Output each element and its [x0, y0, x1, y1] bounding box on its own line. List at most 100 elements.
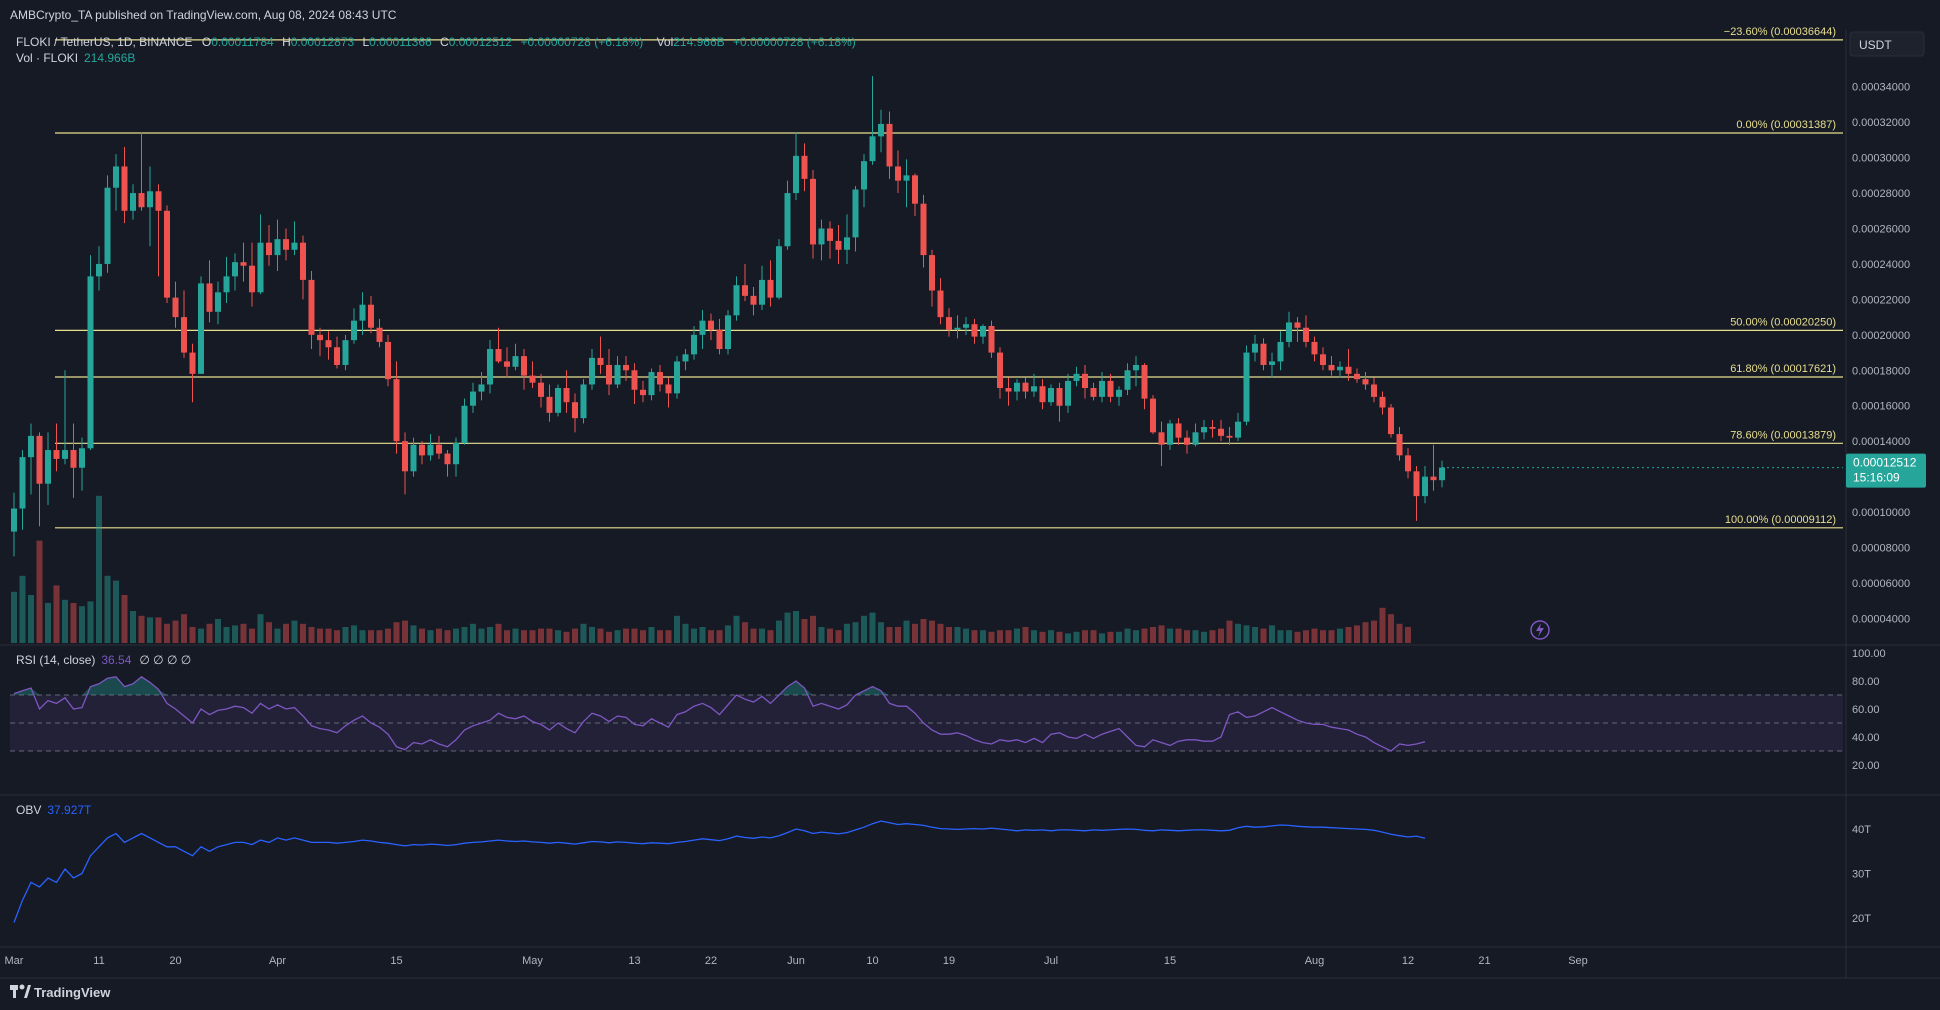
- candle-body: [1090, 388, 1097, 397]
- candle-body: [759, 279, 765, 305]
- time-tick-label: Mar: [5, 955, 24, 967]
- candle-body: [1039, 386, 1046, 403]
- volume-bar: [1039, 631, 1046, 643]
- volume-bar: [487, 627, 493, 643]
- volume-bar: [470, 623, 476, 643]
- candle-body: [733, 285, 740, 316]
- volume-bar: [810, 615, 816, 643]
- currency-box[interactable]: [1849, 31, 1925, 57]
- volume-bar: [861, 615, 867, 643]
- time-tick-label: 20: [169, 955, 181, 967]
- price-tick-label: 0.00024000: [1852, 259, 1910, 271]
- volume-bar: [1235, 623, 1241, 643]
- volume-bar: [937, 623, 944, 643]
- candle-body: [402, 441, 408, 472]
- volume-bar: [1065, 633, 1071, 643]
- volume-bar: [674, 615, 680, 643]
- volume-bar: [164, 623, 170, 643]
- rsi-overbought-fill: [14, 676, 1425, 695]
- candle-body: [640, 389, 646, 396]
- candle-body: [376, 327, 383, 342]
- volume-bar: [478, 628, 485, 643]
- candle-body: [189, 352, 196, 374]
- candle-body: [810, 178, 816, 245]
- candle-body: [895, 166, 901, 181]
- volume-bar: [342, 627, 349, 643]
- volume-bar: [1303, 630, 1309, 643]
- candle-body: [1405, 455, 1411, 472]
- volume-bar: [886, 627, 893, 643]
- candle-body: [1218, 428, 1224, 436]
- price-tick-label: 0.00034000: [1852, 82, 1910, 94]
- candle-body: [240, 262, 247, 266]
- candle-body: [87, 276, 94, 449]
- volume-bar: [1167, 628, 1173, 643]
- candle-body: [1107, 380, 1114, 397]
- candle-body: [886, 123, 893, 167]
- volume-bar: [733, 615, 740, 643]
- volume-bar: [19, 575, 26, 643]
- rsi-tick-label: 100.00: [1852, 648, 1886, 660]
- volume-bar: [1150, 627, 1156, 643]
- volume-bar: [223, 627, 230, 643]
- volume-bar: [1209, 630, 1216, 643]
- volume-bar: [402, 620, 408, 643]
- candle-body: [648, 372, 655, 396]
- candle-body: [538, 382, 544, 397]
- price-tick-label: 0.00010000: [1852, 507, 1910, 519]
- rsi-series: [10, 675, 1843, 752]
- volume-bar: [1014, 628, 1020, 643]
- candle-body: [274, 239, 281, 256]
- volume-bar: [198, 628, 204, 643]
- candle-body: [844, 237, 850, 250]
- candle-body: [963, 324, 969, 328]
- candle-body: [283, 239, 289, 250]
- candle-body: [1226, 435, 1233, 438]
- candle-body: [555, 388, 561, 413]
- volume-bar: [291, 620, 298, 643]
- volume-bar: [28, 595, 34, 643]
- candle-body: [138, 193, 145, 208]
- volume-bar: [155, 617, 162, 643]
- time-tick-label: Jul: [1044, 955, 1058, 967]
- candle-body: [521, 356, 527, 376]
- volume-bar: [79, 606, 85, 643]
- time-tick-label: May: [522, 955, 543, 967]
- candle-body: [1116, 389, 1122, 397]
- volume-bar: [1133, 630, 1139, 643]
- volume-bar: [1388, 614, 1394, 643]
- volume-bar: [682, 623, 689, 643]
- volume-bar: [1158, 625, 1165, 643]
- price-tick-label: 0.00018000: [1852, 365, 1910, 377]
- candle-body: [198, 283, 204, 374]
- volume-bar: [920, 619, 927, 643]
- volume-bar: [1218, 628, 1224, 643]
- volume-bar: [444, 630, 451, 643]
- volume-bar: [912, 623, 918, 643]
- candle-body: [461, 405, 468, 443]
- lightning-icon[interactable]: [1530, 620, 1550, 640]
- volume-bar: [453, 628, 459, 643]
- candle-body: [665, 384, 672, 394]
- volume-bar: [963, 628, 969, 643]
- volume-bar: [750, 628, 757, 643]
- volume-bar: [1107, 631, 1114, 643]
- volume-bar: [767, 630, 774, 643]
- volume-bar: [980, 630, 986, 643]
- candle-body: [954, 327, 961, 330]
- candle-body: [674, 361, 680, 394]
- volume-bar: [240, 623, 247, 643]
- volume-bar: [580, 623, 587, 643]
- volume-bar: [929, 620, 935, 643]
- volume-bar: [997, 630, 1003, 643]
- volume-bar: [1226, 620, 1233, 643]
- candle-body: [572, 402, 578, 419]
- time-tick-label: 21: [1478, 955, 1490, 967]
- volume-bar: [903, 620, 910, 643]
- obv-legend: OBV 37.927T: [16, 803, 92, 817]
- candle-body: [147, 191, 153, 208]
- candle-body: [742, 285, 748, 296]
- candle-body: [1311, 341, 1318, 355]
- candle-body: [427, 444, 434, 456]
